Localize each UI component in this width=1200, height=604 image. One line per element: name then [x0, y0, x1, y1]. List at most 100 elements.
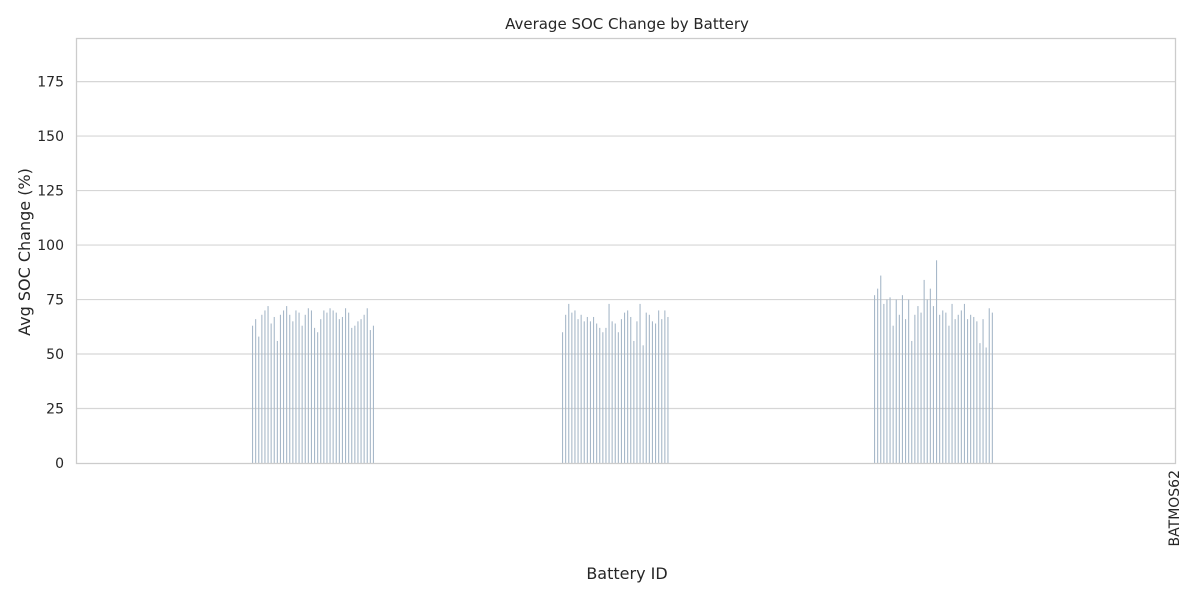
bar [596, 323, 598, 463]
bar [292, 321, 294, 463]
bar [332, 310, 334, 463]
bar [565, 314, 567, 463]
bar [973, 316, 975, 463]
bar [568, 303, 570, 463]
bar [630, 316, 632, 463]
bar [979, 343, 981, 463]
bar [617, 332, 619, 463]
bar [970, 314, 972, 463]
bar [372, 325, 374, 463]
bar [599, 327, 601, 463]
bar [948, 325, 950, 463]
bar [562, 332, 564, 463]
bar [923, 279, 925, 463]
bar [320, 319, 322, 463]
bar [252, 325, 254, 463]
bar [636, 321, 638, 463]
bar [369, 330, 371, 463]
bar [917, 306, 919, 463]
x-tick-labels: BATMOS62 [1167, 470, 1183, 546]
bar [304, 314, 306, 463]
x-axis-label: Battery ID [586, 564, 667, 583]
bar [314, 327, 316, 463]
bar [357, 321, 359, 463]
y-tick-label: 100 [37, 238, 64, 254]
bar [255, 319, 257, 463]
grid-lines [77, 80, 1175, 410]
x-tick-label: BATMOS62 [1167, 470, 1183, 546]
bar [889, 297, 891, 463]
bar [886, 299, 888, 463]
bar [929, 288, 931, 463]
bar [345, 308, 347, 463]
bar [317, 332, 319, 463]
bar [286, 306, 288, 463]
bar [658, 310, 660, 463]
bar [898, 314, 900, 463]
y-tick-label: 0 [55, 456, 64, 472]
bar [914, 314, 916, 463]
bar [360, 319, 362, 463]
bar [298, 312, 300, 463]
bar [289, 314, 291, 463]
chart-title: Average SOC Change by Battery [505, 15, 749, 33]
bar [583, 321, 585, 463]
bar [354, 325, 356, 463]
bar [633, 340, 635, 463]
y-tick-label: 25 [46, 402, 64, 418]
bar [586, 316, 588, 463]
bar [645, 312, 647, 463]
bar [267, 306, 269, 463]
bar [258, 336, 260, 463]
bar [608, 303, 610, 463]
bar [963, 303, 965, 463]
bar [988, 308, 990, 463]
bar [942, 310, 944, 463]
bar [577, 319, 579, 463]
bar [939, 314, 941, 463]
bar [926, 299, 928, 463]
bar [338, 319, 340, 463]
bar [295, 310, 297, 463]
bar [323, 310, 325, 463]
bar [301, 325, 303, 463]
y-tick-label: 125 [37, 184, 64, 200]
bar [307, 308, 309, 463]
bar [642, 345, 644, 463]
bar [648, 314, 650, 463]
y-tick-label: 50 [46, 347, 64, 363]
bar [264, 310, 266, 463]
bar [960, 310, 962, 463]
bar [957, 314, 959, 463]
bar [661, 319, 663, 463]
y-tick-label: 75 [46, 293, 64, 309]
bar [602, 332, 604, 463]
bar [936, 260, 938, 463]
bar [273, 316, 275, 463]
bar [363, 314, 365, 463]
bar [655, 323, 657, 463]
bar [614, 323, 616, 463]
bar [611, 321, 613, 463]
bar [574, 310, 576, 463]
plot-frame [75, 37, 1177, 465]
bar [326, 312, 328, 463]
bar [571, 312, 573, 463]
bar [892, 325, 894, 463]
bar [605, 327, 607, 463]
bar [589, 321, 591, 463]
bar [627, 310, 629, 463]
bar [335, 312, 337, 463]
bar [624, 312, 626, 463]
bar [874, 295, 876, 463]
bar [905, 319, 907, 463]
bar [276, 340, 278, 463]
bar [620, 319, 622, 463]
bar [667, 316, 669, 463]
bar [954, 319, 956, 463]
bar [901, 295, 903, 463]
bar [310, 310, 312, 463]
bar [366, 308, 368, 463]
bar [932, 306, 934, 463]
